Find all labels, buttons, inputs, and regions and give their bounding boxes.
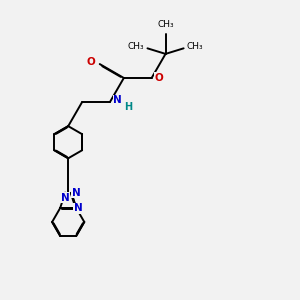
Text: O: O	[155, 73, 164, 83]
Text: N: N	[74, 203, 82, 213]
Text: N: N	[61, 193, 70, 203]
Text: H: H	[124, 102, 132, 112]
Text: N: N	[72, 188, 81, 198]
Text: O: O	[86, 57, 95, 68]
Text: CH₃: CH₃	[187, 42, 203, 51]
Text: N: N	[113, 95, 122, 105]
Text: CH₃: CH₃	[128, 42, 144, 51]
Text: CH₃: CH₃	[157, 20, 174, 28]
